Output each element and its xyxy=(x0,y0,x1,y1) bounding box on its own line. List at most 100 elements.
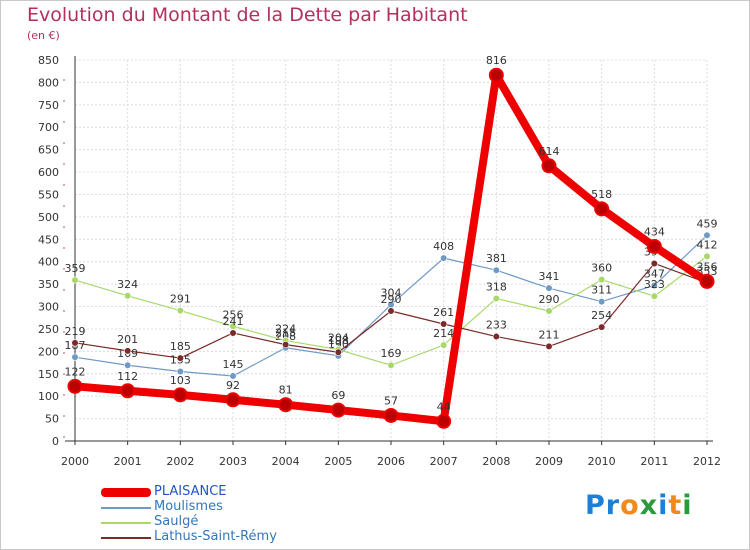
logo-letter: t xyxy=(668,490,683,521)
data-point xyxy=(172,387,188,403)
data-label: 224 xyxy=(275,323,296,336)
data-point xyxy=(650,259,658,268)
data-point xyxy=(67,378,83,394)
data-label: 185 xyxy=(170,340,191,353)
data-label: 261 xyxy=(433,306,454,319)
y-tick-label: 100 xyxy=(38,390,59,403)
data-point xyxy=(598,323,606,331)
data-label: 291 xyxy=(170,293,191,306)
data-point xyxy=(383,407,399,423)
data-point xyxy=(440,254,448,262)
data-label: 44 xyxy=(437,400,451,413)
legend-label: PLAISANCE xyxy=(154,484,227,499)
data-point xyxy=(124,347,132,355)
data-point xyxy=(699,273,715,289)
x-tick-label: 2012 xyxy=(693,455,721,468)
data-label: 518 xyxy=(591,188,612,201)
y-tick-label: 250 xyxy=(38,323,59,336)
x-tick-label: 2005 xyxy=(324,455,352,468)
data-point xyxy=(176,306,184,315)
data-point xyxy=(541,158,557,174)
data-point xyxy=(703,231,711,239)
x-tick-label: 2004 xyxy=(272,455,300,468)
data-label: 323 xyxy=(644,278,665,291)
data-label: 816 xyxy=(486,54,507,67)
y-tick-label: 400 xyxy=(38,256,59,269)
data-point xyxy=(71,353,79,361)
logo-letter: i xyxy=(658,490,669,521)
data-label: 219 xyxy=(65,325,86,338)
data-label: 69 xyxy=(331,389,345,402)
x-tick-label: 2011 xyxy=(640,455,668,468)
legend-swatch xyxy=(101,507,151,509)
y-tick-label: 500 xyxy=(38,211,59,224)
data-point xyxy=(492,266,500,274)
data-label: 311 xyxy=(591,284,612,297)
y-tick-label: 0 xyxy=(52,435,59,448)
legend-label: Lathus-Saint-Rémy xyxy=(154,529,277,544)
data-label: 211 xyxy=(539,328,560,341)
proxiti-logo: Proxiti xyxy=(585,490,693,521)
y-tick-label: 50 xyxy=(45,413,59,426)
data-point xyxy=(488,67,504,83)
data-point xyxy=(492,332,500,341)
data-point xyxy=(387,307,395,315)
data-point xyxy=(545,284,553,292)
x-tick-label: 2001 xyxy=(114,455,142,468)
chart-title: Evolution du Montant de la Dette par Hab… xyxy=(27,4,468,26)
data-label: 304 xyxy=(381,287,402,300)
data-label: 92 xyxy=(226,379,240,392)
legend-swatch xyxy=(101,522,151,524)
x-tick-label: 2007 xyxy=(430,455,458,468)
logo-letter: r xyxy=(605,490,621,521)
logo-letter: o xyxy=(620,490,640,521)
y-tick-label: 150 xyxy=(38,368,59,381)
data-label: 145 xyxy=(223,358,244,371)
data-point xyxy=(278,397,294,413)
logo-letter: P xyxy=(585,490,606,521)
legend-swatch xyxy=(101,488,151,497)
data-point xyxy=(176,354,184,362)
data-point xyxy=(545,342,553,351)
legend-label: Moulismes xyxy=(154,499,223,514)
data-label: 356 xyxy=(697,260,718,273)
data-label: 324 xyxy=(117,278,138,291)
data-label: 459 xyxy=(697,217,718,230)
y-tick-label: 700 xyxy=(38,121,59,134)
x-tick-label: 2010 xyxy=(588,455,616,468)
y-tick-label: 650 xyxy=(38,144,59,157)
data-label: 290 xyxy=(381,293,402,306)
y-tick-label: 450 xyxy=(38,233,59,246)
data-label: 318 xyxy=(486,280,507,293)
x-tick-label: 2003 xyxy=(219,455,247,468)
y-tick-label: 300 xyxy=(38,301,59,314)
data-point xyxy=(646,238,662,254)
data-label: 214 xyxy=(433,327,454,340)
data-point xyxy=(440,320,448,328)
data-label: 204 xyxy=(328,332,349,345)
y-tick-label: 750 xyxy=(38,99,59,112)
data-point xyxy=(436,413,452,429)
data-label: 290 xyxy=(539,293,560,306)
data-point xyxy=(387,361,395,369)
data-point xyxy=(330,402,346,418)
data-label: 614 xyxy=(539,145,560,158)
y-tick-label: 350 xyxy=(38,278,59,291)
legend-swatch xyxy=(101,537,151,539)
data-label: 408 xyxy=(433,240,454,253)
data-label: 198 xyxy=(328,334,349,347)
data-label: 341 xyxy=(539,270,560,283)
data-label: 412 xyxy=(697,238,718,251)
data-point xyxy=(124,361,132,369)
data-point xyxy=(71,276,79,284)
data-label: 122 xyxy=(65,365,86,378)
data-point xyxy=(598,276,606,284)
data-point xyxy=(594,201,610,217)
data-point xyxy=(124,292,132,300)
data-label: 57 xyxy=(384,394,398,407)
x-tick-label: 2000 xyxy=(61,455,89,468)
data-point xyxy=(598,297,606,306)
data-point xyxy=(229,372,237,380)
data-point xyxy=(492,294,500,303)
